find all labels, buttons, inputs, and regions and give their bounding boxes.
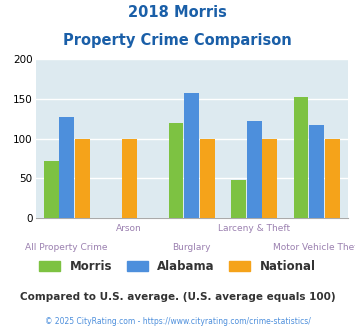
Text: Motor Vehicle Theft: Motor Vehicle Theft xyxy=(273,243,355,252)
Text: Compared to U.S. average. (U.S. average equals 100): Compared to U.S. average. (U.S. average … xyxy=(20,292,335,302)
Bar xyxy=(247,121,262,218)
Text: Larceny & Theft: Larceny & Theft xyxy=(218,224,290,233)
Bar xyxy=(262,139,277,218)
Bar xyxy=(294,97,308,218)
Bar xyxy=(122,139,137,218)
Bar xyxy=(75,139,90,218)
Bar xyxy=(184,93,199,218)
Bar xyxy=(231,180,246,218)
Text: Burglary: Burglary xyxy=(173,243,211,252)
Bar xyxy=(325,139,340,218)
Legend: Morris, Alabama, National: Morris, Alabama, National xyxy=(36,257,319,277)
Text: Property Crime Comparison: Property Crime Comparison xyxy=(63,33,292,48)
Bar xyxy=(59,117,74,218)
Text: © 2025 CityRating.com - https://www.cityrating.com/crime-statistics/: © 2025 CityRating.com - https://www.city… xyxy=(45,317,310,326)
Text: 2018 Morris: 2018 Morris xyxy=(128,5,227,20)
Bar xyxy=(309,125,324,218)
Bar xyxy=(44,161,59,218)
Text: Arson: Arson xyxy=(116,224,142,233)
Bar xyxy=(200,139,215,218)
Bar xyxy=(169,123,184,218)
Text: All Property Crime: All Property Crime xyxy=(26,243,108,252)
